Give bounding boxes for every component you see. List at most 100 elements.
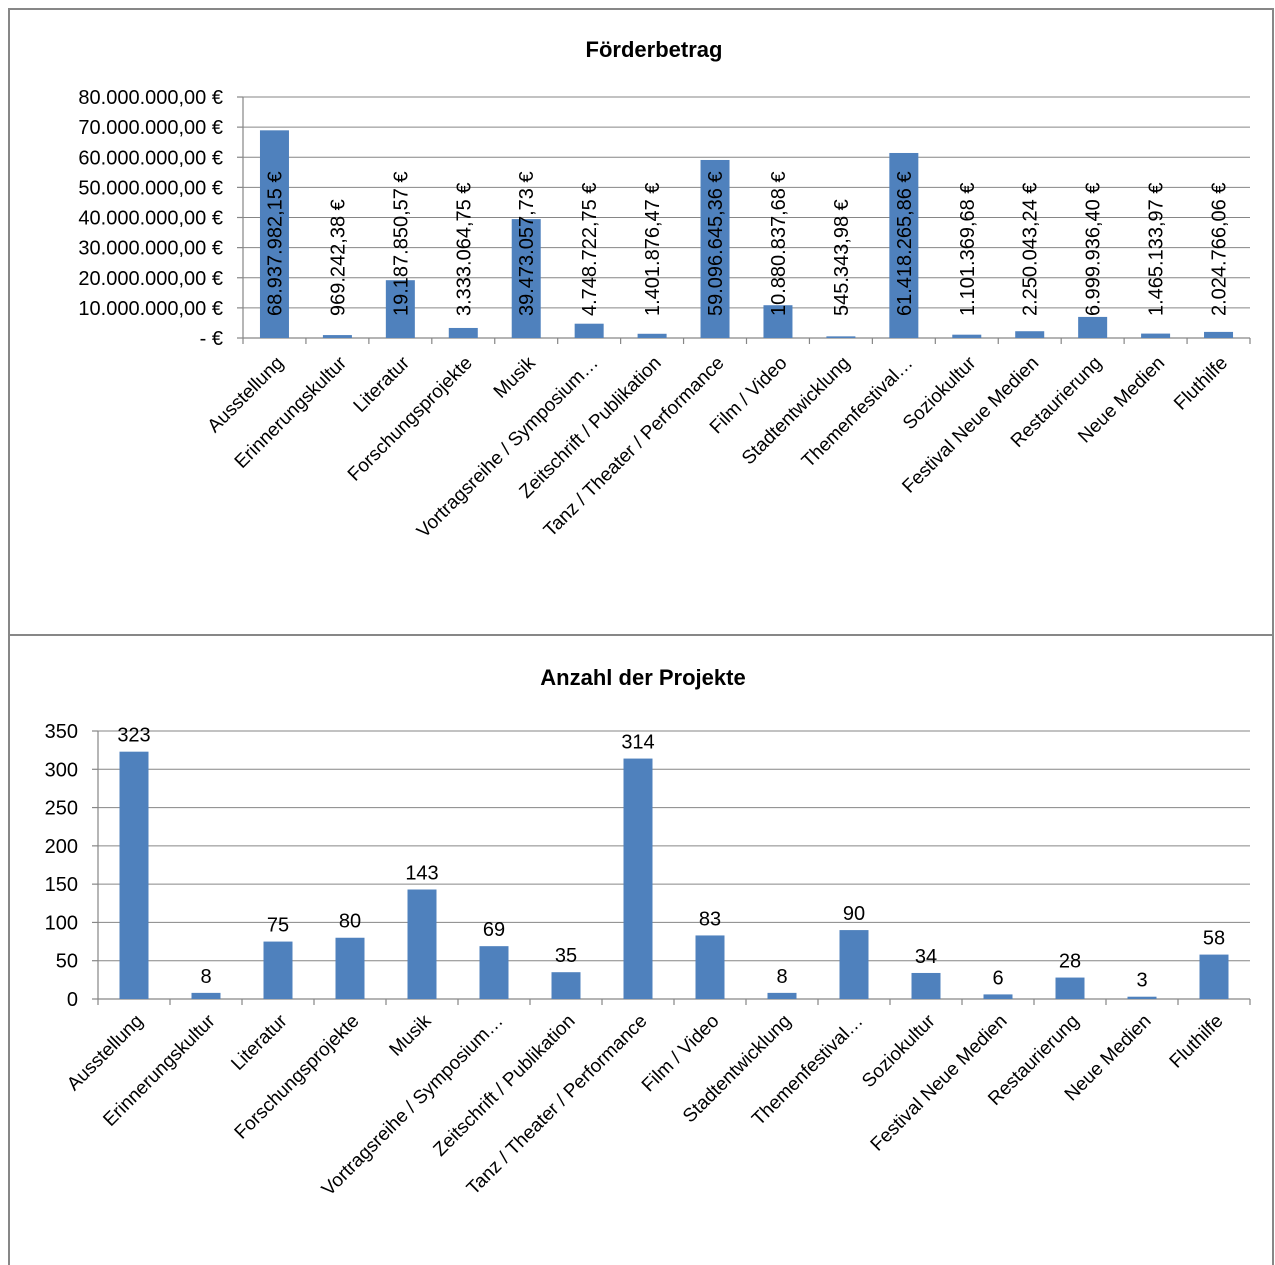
bar xyxy=(1055,977,1085,999)
bar xyxy=(1015,331,1045,338)
data-label: 3.333.064,75 € xyxy=(453,183,475,316)
data-label: 6.999.936,40 € xyxy=(1083,183,1105,316)
chart-0-plot: - € 10.000.000,00 € 20.000.000,00 € 30.000.… xyxy=(78,87,1251,542)
y-tick-label: 200 xyxy=(45,836,78,858)
y-tick-label: 300 xyxy=(45,759,78,781)
data-label: 34 xyxy=(915,946,937,968)
y-tick-label: 250 xyxy=(45,798,78,820)
data-label: 35 xyxy=(555,945,577,967)
bar xyxy=(511,219,541,338)
bar xyxy=(551,972,581,999)
data-label: 969.242,38 € xyxy=(327,199,349,316)
data-label: 2.024.766,06 € xyxy=(1209,183,1231,316)
data-label: 28 xyxy=(1059,951,1081,973)
x-category-label: Literatur xyxy=(227,1010,292,1075)
data-label: 61.418.265,86 € xyxy=(894,171,916,316)
bar xyxy=(623,758,653,999)
chart-title-anzahl-projekte: Anzahl der Projekte xyxy=(540,665,745,690)
y-tick-label: 70.000.000,00 € xyxy=(78,117,223,139)
x-category-label: Musik xyxy=(490,352,540,402)
bar xyxy=(767,992,797,999)
data-label: 6 xyxy=(992,967,1003,989)
bar xyxy=(983,994,1013,999)
data-label: 323 xyxy=(117,725,150,747)
bar xyxy=(1127,996,1157,999)
chart-panel-foerderbetrag xyxy=(8,8,1274,636)
bar xyxy=(335,937,365,999)
x-category-label: Festival Neue Medien xyxy=(867,1011,1012,1156)
chart-title-foerderbetrag: Förderbetrag xyxy=(586,37,723,62)
bar xyxy=(826,336,856,338)
y-tick-label: 20.000.000,00 € xyxy=(78,268,223,290)
bar xyxy=(574,323,604,338)
data-label: 59.096.645,36 € xyxy=(705,171,727,316)
y-tick-label: 100 xyxy=(45,912,78,934)
bar xyxy=(911,972,941,999)
bar xyxy=(263,941,293,999)
data-label: 39.473.057,73 € xyxy=(516,171,538,316)
bar xyxy=(700,159,730,338)
bar xyxy=(119,751,149,999)
bar xyxy=(1078,316,1108,338)
y-tick-label: 30.000.000,00 € xyxy=(78,238,223,260)
bar xyxy=(191,992,221,999)
x-category-label: Stadtentwicklung xyxy=(738,353,854,469)
data-label: 314 xyxy=(621,732,654,754)
x-category-label: Erinnerungskultur xyxy=(231,352,352,473)
data-label: 1.101.369,68 € xyxy=(957,183,979,316)
data-label: 58 xyxy=(1203,928,1225,950)
bar xyxy=(839,930,869,999)
x-category-label: Fluthilfe xyxy=(1166,1011,1228,1073)
data-label: 4.748.722,75 € xyxy=(579,183,601,316)
data-label: 19.187.850,57 € xyxy=(390,171,412,316)
bar xyxy=(385,280,415,338)
data-label: 1.465.133,97 € xyxy=(1146,183,1168,316)
x-category-label: Musik xyxy=(386,1010,436,1060)
y-tick-label: 50.000.000,00 € xyxy=(78,177,223,199)
y-tick-label: 50 xyxy=(56,951,78,973)
bar xyxy=(952,334,982,338)
bar xyxy=(889,152,919,338)
data-label: 83 xyxy=(699,908,721,930)
x-category-label: Forschungsprojekte xyxy=(231,1011,364,1144)
y-tick-label: 40.000.000,00 € xyxy=(78,208,223,230)
x-category-label: Forschungsprojekte xyxy=(344,353,477,486)
data-label: 8 xyxy=(776,966,787,988)
x-category-label: Literatur xyxy=(350,352,415,417)
data-label: 69 xyxy=(483,919,505,941)
data-label: 80 xyxy=(339,911,361,933)
data-label: 90 xyxy=(843,903,865,925)
data-label: 75 xyxy=(267,915,289,937)
data-label: 143 xyxy=(405,863,438,885)
y-tick-label: 350 xyxy=(45,721,78,743)
bar xyxy=(479,946,509,999)
data-label: 68.937.982,15 € xyxy=(264,171,286,316)
data-label: 8 xyxy=(200,966,211,988)
y-tick-label: 60.000.000,00 € xyxy=(78,147,223,169)
data-label: 545.343,98 € xyxy=(831,199,853,316)
data-label: 2.250.043,24 € xyxy=(1020,183,1042,316)
bar xyxy=(259,130,289,338)
y-tick-label: - € xyxy=(200,328,223,350)
y-tick-label: 150 xyxy=(45,874,78,896)
y-tick-label: 10.000.000,00 € xyxy=(78,298,223,320)
data-label: 1.401.876,47 € xyxy=(642,183,664,316)
y-tick-label: 0 xyxy=(67,989,78,1011)
data-label: 3 xyxy=(1136,970,1147,992)
bar xyxy=(763,305,793,338)
bar xyxy=(1204,331,1234,338)
bar xyxy=(407,889,437,999)
x-category-label: Zeitschrift / Publikation xyxy=(430,1011,580,1161)
x-category-label: Fluthilfe xyxy=(1170,353,1232,415)
bar xyxy=(1141,333,1171,338)
x-category-label: Themenfestival… xyxy=(798,353,917,472)
data-label: 10.880.837,68 € xyxy=(768,171,790,316)
y-tick-label: 80.000.000,00 € xyxy=(78,87,223,109)
bar xyxy=(322,335,352,338)
bar xyxy=(637,333,667,338)
bar xyxy=(1199,954,1229,999)
bar xyxy=(695,935,725,999)
bar xyxy=(448,327,478,338)
